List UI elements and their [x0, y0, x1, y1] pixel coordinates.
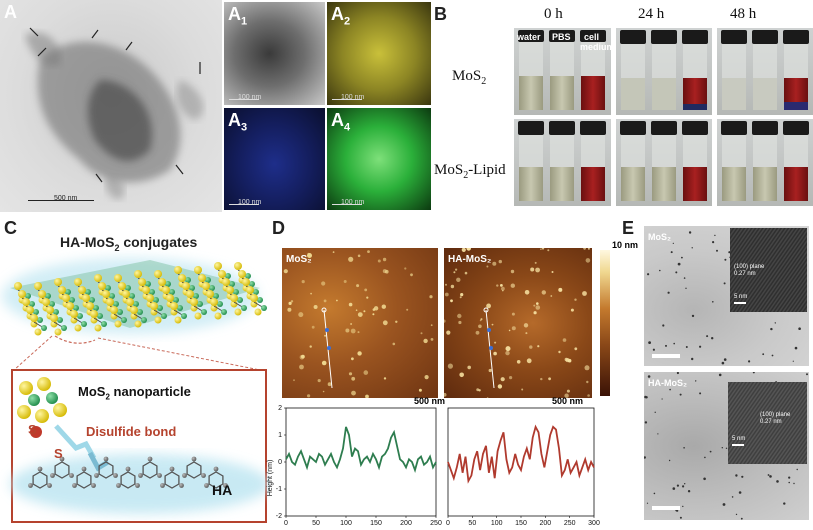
tem-image-mos2: MoS₂ (100) plane 0.27 nm 5 nm: [644, 226, 809, 366]
scale-bar: [652, 354, 680, 358]
panel-a2-map: A2 100 nm: [327, 2, 431, 105]
scale-bar: [229, 204, 259, 205]
panel-c-title: HA-MoS2 conjugates: [60, 234, 198, 253]
scale-bar: [332, 204, 362, 205]
photo-48h-lipid: [717, 119, 813, 206]
x-tick-label: 300: [588, 520, 600, 527]
afm-label-mos2: MoS₂: [286, 254, 312, 265]
photo-0h-mos2: [514, 28, 611, 115]
hrtem-inset-2: (100) plane 0.27 nm 5 nm: [728, 382, 807, 464]
vial-label-medium: medium: [580, 42, 615, 52]
ha-chain: [28, 456, 228, 489]
x-tick-label: 50: [312, 520, 320, 527]
height-colorbar: [600, 250, 610, 396]
nanoparticle-atoms: [17, 377, 67, 438]
row-label-mos2-lipid: MoS2-Lipid: [434, 162, 506, 181]
hrtem-inset-1: (100) plane 0.27 nm 5 nm: [730, 228, 807, 312]
panel-a-label: A: [4, 2, 17, 22]
panel-a-texture: [25, 27, 204, 200]
inset-scale-label: 5 nm: [734, 294, 748, 300]
y-tick-label: -1: [276, 486, 282, 493]
panel-c-label: C: [4, 218, 17, 238]
panel-a1-label: A1: [228, 4, 248, 28]
photo-48h-mos2: [717, 28, 813, 115]
plot-frame: [447, 407, 595, 517]
afm-label-ha-mos2: HA-MoS₂: [448, 254, 492, 265]
y-tick-label: 0: [278, 459, 282, 466]
panel-e-label: E: [622, 218, 635, 238]
x-tick-label: 0: [284, 520, 288, 527]
panel-a4-label: A4: [331, 110, 351, 134]
afm-image-ha-mos2: HA-MoS₂: [444, 248, 592, 398]
sulfur-label-2: S: [54, 446, 63, 461]
x-tick-label: 50: [468, 520, 476, 527]
x-tick-label: 250: [564, 520, 576, 527]
afm-scale-1: 500 nm: [414, 396, 446, 406]
row-label-mos2: MoS2: [452, 68, 487, 87]
lattice-spacing-label: 0.27 nm: [760, 419, 782, 425]
scale-bar: [28, 200, 94, 201]
tem-image-ha-mos2: HA-MoS₂ (100) plane 0.27 nm 5 nm: [644, 372, 809, 520]
panel-a1-tem: A1 100 nm: [224, 2, 325, 105]
height-profile-line: [285, 426, 437, 474]
nanoparticle-label: MoS2 nanoparticle: [78, 384, 191, 402]
y-axis-label: Height (nm): [267, 460, 274, 497]
x-tick-label: 200: [400, 520, 412, 527]
y-tick-label: -2: [276, 513, 282, 520]
vial-photos: [514, 28, 813, 206]
ha-label: HA: [212, 482, 233, 498]
inset-scale-bar: [732, 444, 744, 446]
photo-24h-mos2: [616, 28, 712, 115]
mos2-sheet: [10, 260, 260, 328]
x-tick-label: 150: [370, 520, 382, 527]
sulfur-label-1: S: [28, 422, 37, 437]
x-tick-label: 100: [491, 520, 503, 527]
height-profile-charts: Height (nm) 0 50 100 150 200 250 -2 -1 0 1 2 0 50 10…: [267, 405, 600, 527]
scale-bar-label: 100 nm: [341, 94, 365, 101]
panel-a2-label: A2: [331, 4, 351, 28]
panel-a3-map: A3 100 nm: [224, 108, 325, 210]
scale-bar-label: 100 nm: [341, 199, 365, 206]
scale-bar-label: 100 nm: [238, 199, 262, 206]
x-tick-label: 150: [515, 520, 527, 527]
panel-a-main-tem: A 500 nm: [0, 0, 222, 212]
scale-bar: [229, 99, 259, 100]
disulfide-bond-label: Disulfide bond: [86, 424, 177, 439]
y-tick-label: 1: [278, 432, 282, 439]
x-tick-label: 250: [430, 520, 442, 527]
time-header-0h: 0 h: [544, 6, 563, 22]
scale-bar-label: 100 nm: [238, 94, 262, 101]
scale-bar: [332, 99, 362, 100]
conjugate-schematic: [2, 258, 270, 523]
x-tick-label: 100: [340, 520, 352, 527]
lattice-spacing-label: 0.27 nm: [734, 271, 756, 277]
scale-bar-label: 500 nm: [54, 195, 78, 202]
lattice-plane-label: (100) plane: [760, 412, 791, 418]
vial-label-water: water: [517, 32, 541, 42]
colorbar-max-label: 10 nm: [612, 240, 639, 250]
panel-b-label: B: [434, 4, 447, 24]
height-profile-line: [447, 424, 595, 484]
inset-scale-bar: [734, 302, 746, 304]
afm-image-mos2: MoS₂: [282, 248, 438, 398]
mos2-atoms: [14, 262, 267, 336]
photo-0h-lipid: [514, 119, 611, 206]
vial-label-pbs: PBS: [552, 32, 571, 42]
afm-scale-2: 500 nm: [552, 396, 584, 406]
vial-label-cell: cell: [584, 32, 600, 42]
time-header-24h: 24 h: [638, 6, 665, 22]
tem-label-ha-mos2: HA-MoS₂: [648, 378, 687, 388]
tem-label-mos2: MoS₂: [648, 232, 671, 242]
x-tick-label: 0: [446, 520, 450, 527]
y-tick-label: 2: [278, 405, 282, 412]
inset-scale-label: 5 nm: [732, 436, 746, 442]
lattice-plane-label: (100) plane: [734, 264, 765, 270]
panel-a4-map: A4 100 nm: [327, 108, 431, 210]
photo-24h-lipid: [616, 119, 712, 206]
x-tick-label: 200: [539, 520, 551, 527]
scale-bar: [652, 506, 680, 510]
time-header-48h: 48 h: [730, 6, 757, 22]
panel-d-label: D: [272, 218, 285, 238]
panel-a3-label: A3: [228, 110, 248, 134]
